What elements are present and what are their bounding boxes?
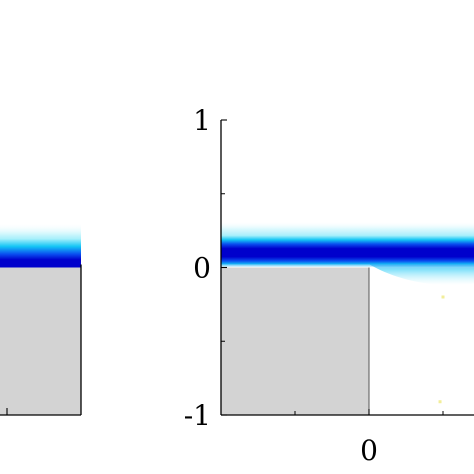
right-obstacle-block xyxy=(221,267,369,415)
left-panel xyxy=(0,223,82,416)
right-speck xyxy=(441,295,445,299)
right-x-tick-label: 0 xyxy=(360,434,378,467)
right-speck xyxy=(438,400,442,404)
left-jet-band xyxy=(0,229,81,268)
right-y-tick-label: -1 xyxy=(184,399,211,432)
right-y-tick-label: 1 xyxy=(193,104,211,137)
right-panel: 1 0 -1 0 xyxy=(184,104,474,467)
right-y-tick-label: 0 xyxy=(193,252,211,285)
left-obstacle-block xyxy=(0,267,81,415)
right-jet-band xyxy=(221,229,474,265)
